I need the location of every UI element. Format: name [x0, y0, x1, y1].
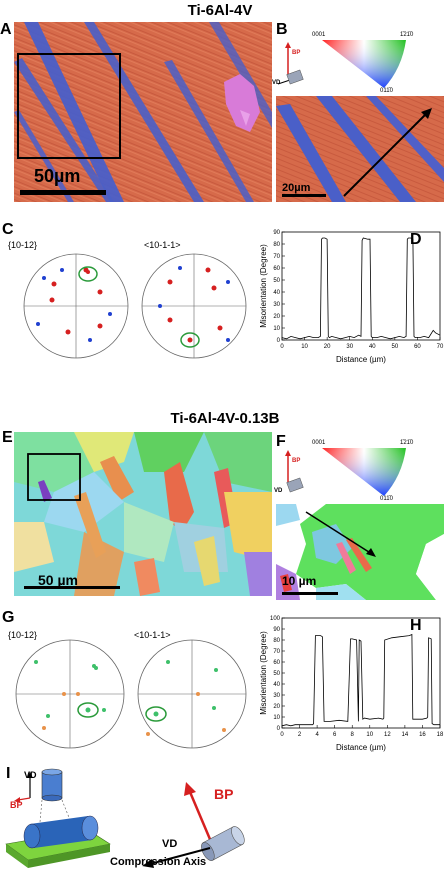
section-title-bottom: Ti-6Al-4V-0.13B [170, 410, 280, 427]
ebsd-map-a [14, 22, 272, 202]
chart-h-y-axis-label: Misorientation (Degree) [259, 631, 268, 715]
ipf-key-0110-label-f: 011̄0 [380, 496, 393, 502]
chart-h-y-tick-label: 0 [277, 726, 281, 732]
chart-h-plot-frame [281, 617, 441, 729]
orientation-key-b: BP [276, 28, 444, 96]
chart-h-svg: 0 2 4 6 8 10 12 14 16 18 0 10 20 30 40 50 60 70 80 90 100 Dis… [259, 616, 444, 752]
chart-h-x-tick-label: 4 [315, 732, 319, 738]
label-vd-large: VD [162, 838, 178, 850]
chart-h-x-tick-label: 18 [437, 732, 444, 738]
chart-d-x-axis-label: Distance (µm) [336, 355, 386, 364]
chart-d-x-tick-label: 70 [437, 344, 444, 350]
scale-bar-label-a: 50µm [34, 166, 81, 186]
chart-h-y-tick-label: 80 [273, 638, 280, 644]
section-title-top: Ti-6Al-4V [187, 2, 253, 19]
label-bp-large: BP [214, 786, 234, 802]
chart-h-y-tick-label: 100 [270, 616, 281, 622]
pole-figure-plane-left-g: {10-12} [8, 630, 38, 640]
chart-h-y-tick-label: 30 [273, 693, 280, 699]
pole-figure-plane-left: {10-12} [8, 240, 38, 250]
pole-figures-g [8, 634, 252, 754]
panel-label-f: F [276, 433, 286, 450]
chart-d-y-tick-label: 90 [273, 230, 280, 236]
chart-h-x-tick-label: 6 [333, 732, 337, 738]
chart-h-y-tick-label: 50 [273, 671, 280, 677]
chart-d: 0 10 20 30 40 50 60 70 0 10 20 30 40 50 60 70 80 90 Distan… [258, 218, 444, 368]
chart-h-y-tick-label: 70 [273, 649, 280, 655]
ipf-key-0001-label: 0001 [312, 32, 326, 38]
panel-label-a: A [0, 21, 12, 38]
chart-h-y-tick-label: 60 [273, 660, 280, 666]
chart-d-y-tick-label: 30 [273, 302, 280, 308]
chart-h-x-tick-label: 10 [366, 732, 373, 738]
ipf-key-vd-label-f: VD [274, 488, 283, 494]
orientation-key-f: BP [276, 436, 444, 504]
scale-bar-label-b: 20µm [282, 182, 311, 194]
chart-h-x-axis-label: Distance (µm) [336, 743, 386, 752]
chart-d-y-tick-label: 70 [273, 254, 280, 260]
chart-h-x-tick-label: 8 [351, 732, 355, 738]
chart-d-y-tick-label: 60 [273, 266, 280, 272]
chart-h-x-tick-label: 14 [402, 732, 409, 738]
label-compression-axis: Compression Axis [110, 856, 207, 868]
label-vd-schematic: VD [24, 770, 37, 780]
panel-label-e: E [2, 429, 13, 446]
chart-d-svg: 0 10 20 30 40 50 60 70 0 10 20 30 40 50 60 70 80 90 Distan… [259, 230, 444, 364]
chart-h-x-tick-label: 2 [298, 732, 302, 738]
ebsd-map-b [276, 96, 444, 202]
chart-d-x-tick-label: 60 [414, 344, 421, 350]
ipf-key-1210-label-f: 1̄21̄0 [400, 440, 414, 446]
chart-h-y-tick-label: 20 [273, 704, 280, 710]
panel-label-d: D [410, 231, 422, 248]
chart-h-x-tick-label: 0 [280, 732, 284, 738]
chart-d-y-tick-label: 0 [277, 338, 281, 344]
chart-d-x-tick-label: 10 [301, 344, 308, 350]
chart-d-y-axis-label: Misorientation (Degree) [259, 244, 268, 328]
panel-label-g: G [2, 609, 15, 626]
ipf-key-0110-label: 011̄0 [380, 88, 393, 94]
chart-d-y-tick-label: 80 [273, 242, 280, 248]
chart-h: 0 2 4 6 8 10 12 14 16 18 0 10 20 30 40 50 60 70 80 90 100 Dis… [258, 604, 444, 756]
chart-d-x-tick-label: 20 [324, 344, 331, 350]
chart-d-series-line [281, 237, 441, 340]
svg-text:BP: BP [292, 458, 300, 464]
scale-bar-label-e: 50 µm [38, 572, 78, 588]
ipf-key-1210-label: 1̄21̄0 [400, 32, 414, 38]
ebsd-map-f [276, 504, 444, 600]
chart-d-x-tick-label: 50 [392, 344, 399, 350]
chart-h-y-tick-label: 10 [273, 715, 280, 721]
chart-d-y-tick-label: 10 [273, 326, 280, 332]
compression-schematic [0, 760, 444, 871]
chart-h-series-line [281, 633, 440, 727]
scale-bar-label-f: 10 µm [282, 574, 317, 588]
pole-figure-plane-right: <10-1-1> [144, 240, 181, 250]
chart-d-plot-frame [281, 231, 441, 341]
chart-d-y-tick-label: 40 [273, 290, 280, 296]
ipf-key-vd-label: VD [272, 80, 281, 86]
chart-h-y-tick-label: 90 [273, 627, 280, 633]
chart-d-x-tick-label: 30 [346, 344, 353, 350]
ebsd-map-e [14, 432, 272, 596]
chart-d-x-tick-label: 0 [280, 344, 284, 350]
pole-figure-plane-right-g: <10-1-1> [134, 630, 171, 640]
chart-h-y-tick-label: 40 [273, 682, 280, 688]
panel-label-h: H [410, 617, 422, 634]
chart-d-y-tick-label: 50 [273, 278, 280, 284]
ipf-key-0001-label-f: 0001 [312, 440, 326, 446]
chart-h-x-tick-label: 12 [384, 732, 391, 738]
chart-d-y-tick-label: 20 [273, 314, 280, 320]
chart-h-x-tick-label: 16 [419, 732, 426, 738]
chart-d-x-tick-label: 40 [369, 344, 376, 350]
panel-label-b: B [276, 21, 288, 38]
panel-label-i: I [6, 765, 11, 782]
svg-text:BP: BP [292, 50, 300, 56]
pole-figures-c [20, 244, 250, 362]
label-bp-schematic: BP [10, 800, 23, 810]
panel-label-c: C [2, 221, 14, 238]
